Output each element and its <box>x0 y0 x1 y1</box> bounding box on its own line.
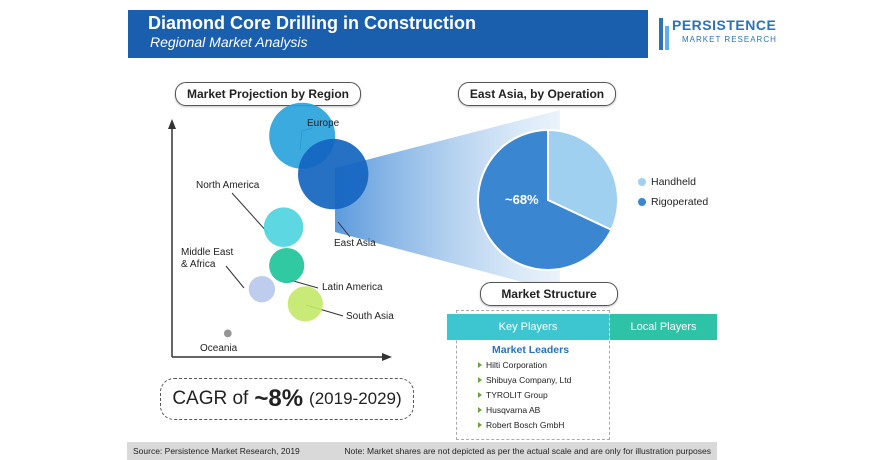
legend-label-handheld: Handheld <box>651 176 696 188</box>
label-oceania: Oceania <box>200 343 238 354</box>
pie-slice-handheld <box>547 128 619 232</box>
footer-note: Note: Market shares are not depicted as … <box>344 446 711 456</box>
page-subtitle: Regional Market Analysis <box>150 34 308 50</box>
pie-legend: Handheld Rigoperated <box>638 176 708 208</box>
y-axis-arrow-icon <box>168 119 176 129</box>
bullet-arrow-icon <box>478 422 482 428</box>
cagr-box: CAGR of ~8% (2019-2029) <box>160 378 414 420</box>
logo-name: PERSISTENCE <box>672 17 777 33</box>
bubble-latin-america <box>269 247 305 284</box>
bullet-arrow-icon <box>478 362 482 368</box>
market-leaders-title: Market Leaders <box>492 344 570 356</box>
list-item: Hilti Corporation <box>478 360 547 370</box>
east-asia-title: East Asia, by Operation <box>458 82 616 106</box>
legend-swatch-handheld <box>638 178 646 186</box>
list-item: Husqvarna AB <box>478 405 540 415</box>
legend-label-rigoperated: Rigoperated <box>651 196 709 208</box>
bubbles-group <box>223 102 369 338</box>
bubble-north-america <box>263 207 304 247</box>
legend-item-handheld: Handheld <box>638 176 708 188</box>
label-europe: Europe <box>307 118 340 129</box>
list-item: Shibuya Company, Ltd <box>478 375 571 385</box>
label-east-asia: East Asia <box>334 238 376 249</box>
key-players-header: Key Players <box>447 314 609 340</box>
player-name: Shibuya Company, Ltd <box>486 375 572 385</box>
bubble-middle-east-africa <box>248 275 276 303</box>
bullet-arrow-icon <box>478 407 482 413</box>
bubble-oceania <box>223 329 232 338</box>
bubble-east-asia <box>298 138 369 210</box>
list-item: TYROLIT Group <box>478 390 548 400</box>
list-item: Robert Bosch GmbH <box>478 420 564 430</box>
label-latin-america: Latin America <box>322 282 383 293</box>
bubble-south-asia <box>287 286 323 322</box>
local-players-header: Local Players <box>610 314 717 340</box>
legend-swatch-rigoperated <box>638 198 646 206</box>
logo-tagline: MARKET RESEARCH <box>682 35 777 44</box>
header-banner-edge <box>600 10 640 58</box>
header-banner <box>128 10 648 58</box>
label-north-america: North America <box>196 180 260 191</box>
bullet-arrow-icon <box>478 377 482 383</box>
legend-item-rigoperated: Rigoperated <box>638 196 708 208</box>
market-projection-title: Market Projection by Region <box>175 82 361 106</box>
player-name: Hilti Corporation <box>486 360 547 370</box>
pie-group <box>547 128 619 232</box>
market-structure-title: Market Structure <box>480 282 618 306</box>
footer-bar: Source: Persistence Market Research, 201… <box>127 442 717 460</box>
market-structure-frame <box>456 310 610 440</box>
cagr-period: (2019-2029) <box>309 389 402 408</box>
label-south-asia: South Asia <box>346 311 394 322</box>
player-name: TYROLIT Group <box>486 390 548 400</box>
player-name: Robert Bosch GmbH <box>486 420 565 430</box>
page-title: Diamond Core Drilling in Construction <box>148 13 476 33</box>
pie-data-label: ~68% <box>505 192 539 207</box>
x-axis-arrow-icon <box>382 353 392 361</box>
footer-source: Source: Persistence Market Research, 201… <box>133 446 300 456</box>
bullet-arrow-icon <box>478 392 482 398</box>
logo-mark-icon <box>659 18 669 50</box>
player-name: Husqvarna AB <box>486 405 541 415</box>
cagr-value: ~8% <box>254 385 304 412</box>
cagr-prefix: CAGR of <box>172 388 249 409</box>
label-middle-east-africa: Middle East & Africa <box>181 247 234 270</box>
